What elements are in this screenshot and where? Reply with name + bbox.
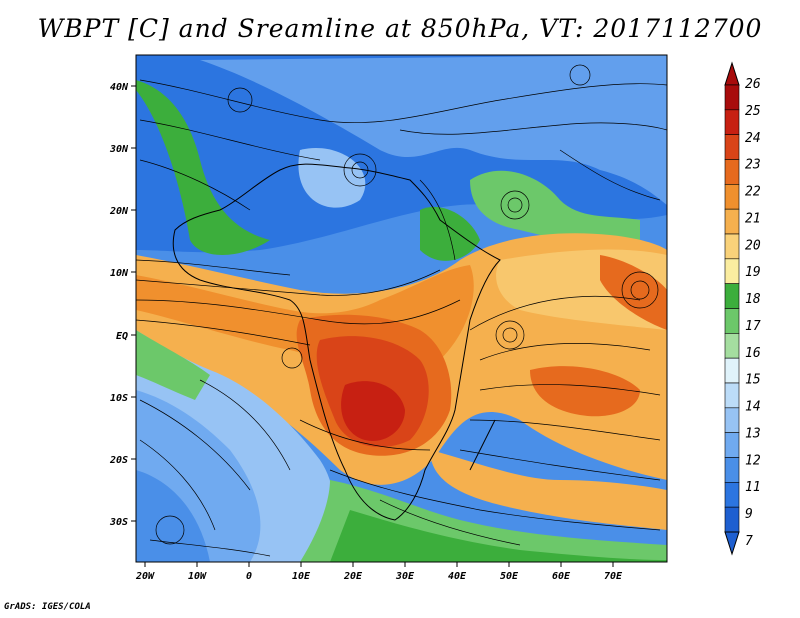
lat-axis: 40N 30N 20N 10N EQ 10S 20S 30S: [109, 82, 136, 528]
colorbar-min-arrow: [724, 531, 740, 556]
colorbar-label: 26: [745, 77, 761, 92]
lat-label: 10N: [110, 268, 129, 279]
map-title: WBPT [C] and Sreamline at 850hPa, VT: 20…: [37, 14, 763, 43]
colorbar-swatch: [724, 109, 740, 135]
colorbar-swatch: [724, 333, 740, 359]
colorbar-swatch: [724, 258, 740, 284]
colorbar-label: 23: [745, 158, 761, 173]
lon-label: 60E: [552, 571, 571, 582]
colorbar-swatch: [724, 432, 740, 458]
colorbar-swatch: [724, 134, 740, 160]
grads-credit: GrADS: IGES/COLA: [4, 602, 91, 612]
colorbar-max-arrow: [724, 61, 740, 86]
colorbar-swatch: [724, 184, 740, 210]
colorbar-swatch: [724, 84, 740, 111]
lon-label: 50E: [500, 571, 519, 582]
wbpt-field: [136, 55, 667, 562]
lon-label: 10W: [188, 571, 207, 582]
colorbar-label: 19: [745, 265, 761, 280]
colorbar-swatch: [724, 357, 740, 384]
colorbar-label: 9: [745, 507, 753, 522]
lat-label: 20N: [109, 206, 129, 217]
colorbar-label: 11: [745, 480, 761, 495]
colorbar-swatch: [724, 308, 740, 334]
colorbar-label: 18: [745, 292, 761, 307]
lat-label: 10S: [110, 393, 128, 404]
colorbar-swatch: [724, 233, 740, 260]
colorbar-label: 22: [745, 185, 761, 200]
colorbar-label: 16: [745, 346, 761, 361]
lat-label: 30N: [109, 144, 129, 155]
lat-label: 20S: [109, 455, 128, 466]
colorbar-swatch: [724, 283, 740, 309]
lat-label: 30S: [109, 517, 128, 528]
colorbar-label: 20: [745, 238, 761, 253]
lon-axis: 20W 10W 0 10E 20E 30E 40E 50E 60E 70E: [135, 562, 623, 582]
colorbar-label: 24: [745, 131, 761, 146]
lat-label: EQ: [116, 331, 128, 342]
colorbar-swatch: [724, 506, 740, 533]
lon-label: 70E: [604, 571, 623, 582]
colorbar-swatch: [724, 159, 740, 185]
colorbar-label: 15: [745, 373, 761, 388]
lon-label: 30E: [395, 571, 415, 582]
lon-label: 20W: [135, 571, 155, 582]
lon-label: 40E: [448, 571, 467, 582]
streamlines: [136, 64, 667, 557]
map-frame: [135, 54, 668, 563]
colorbar-label: 14: [745, 400, 761, 415]
lon-label: 0: [246, 571, 252, 582]
colorbar-label: 13: [745, 426, 761, 441]
colorbar-label: 12: [745, 453, 761, 468]
colorbar-swatch: [724, 457, 740, 483]
colorbar-label: 17: [745, 319, 761, 334]
colorbar-swatch: [724, 208, 740, 235]
coastline: [172, 163, 501, 521]
colorbar-label: 7: [745, 534, 753, 549]
colorbar: 26 25 24 23 22 21 20 19 18 17 16 15 14 13 12 11 9 7: [724, 61, 761, 556]
colorbar-label: 21: [745, 211, 761, 226]
colorbar-swatch: [724, 382, 740, 409]
lon-label: 10E: [292, 571, 311, 582]
colorbar-swatch: [724, 482, 740, 508]
lat-label: 40N: [110, 82, 129, 93]
lon-label: 20E: [343, 571, 363, 582]
colorbar-label: 25: [745, 104, 761, 119]
colorbar-swatch: [724, 407, 740, 433]
